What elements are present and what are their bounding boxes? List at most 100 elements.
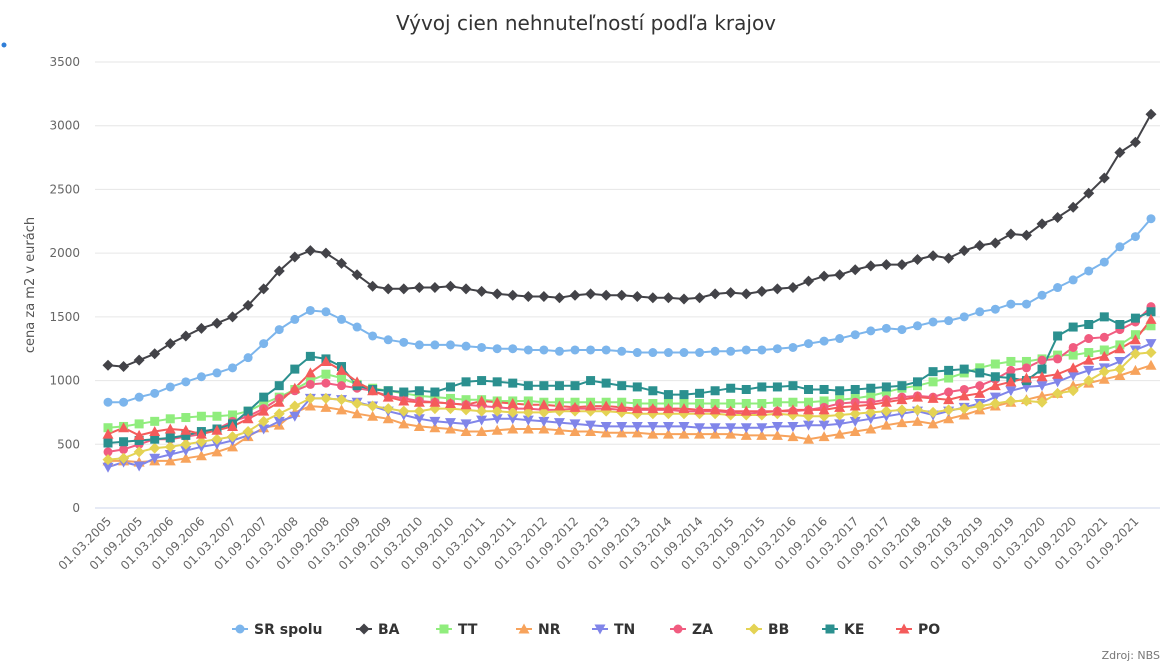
marker	[896, 404, 908, 416]
marker	[1098, 366, 1110, 378]
marker	[881, 387, 891, 397]
marker	[522, 406, 534, 418]
marker	[413, 405, 425, 417]
marker	[553, 400, 565, 411]
marker	[989, 398, 1001, 410]
marker	[1052, 387, 1064, 399]
y-tick-label: 1000	[49, 374, 80, 388]
marker	[804, 397, 814, 407]
marker	[538, 290, 550, 302]
marker	[1083, 375, 1095, 387]
marker	[1129, 136, 1141, 148]
y-tick-label: 3500	[49, 55, 80, 69]
marker	[866, 391, 876, 401]
marker	[553, 292, 565, 304]
marker	[911, 391, 923, 402]
marker	[958, 390, 970, 401]
marker	[771, 283, 783, 295]
marker	[211, 433, 223, 445]
marker	[491, 414, 503, 425]
marker	[508, 378, 518, 388]
marker	[958, 245, 970, 257]
marker	[740, 423, 752, 434]
marker	[787, 282, 799, 294]
marker	[476, 405, 488, 417]
marker	[912, 321, 922, 331]
y-tick-label: 1500	[49, 310, 80, 324]
marker	[1114, 369, 1126, 380]
marker	[989, 392, 1001, 403]
marker	[1037, 364, 1047, 374]
marker	[118, 452, 130, 464]
marker	[616, 427, 628, 438]
marker	[710, 346, 720, 356]
marker	[866, 383, 876, 393]
marker	[196, 372, 206, 382]
marker	[119, 444, 129, 454]
marker	[367, 410, 379, 421]
marker	[274, 381, 284, 391]
marker	[616, 401, 628, 412]
marker	[1084, 334, 1094, 344]
marker	[1006, 365, 1016, 375]
marker	[150, 434, 160, 444]
marker	[911, 404, 923, 416]
marker	[989, 237, 1001, 249]
marker	[150, 388, 160, 398]
marker	[413, 396, 425, 407]
marker	[492, 344, 502, 354]
marker	[803, 404, 815, 415]
marker	[1115, 242, 1125, 252]
marker	[1115, 320, 1125, 330]
marker	[461, 377, 471, 387]
marker	[133, 354, 145, 366]
marker	[195, 436, 207, 448]
marker	[679, 390, 689, 400]
marker	[631, 427, 643, 438]
marker	[740, 429, 752, 440]
marker	[305, 305, 315, 315]
marker	[881, 382, 891, 392]
marker	[959, 312, 969, 322]
marker	[865, 399, 877, 410]
marker	[600, 421, 612, 432]
marker	[865, 414, 877, 425]
marker	[944, 316, 954, 326]
marker	[818, 270, 830, 282]
grid: 050010001500200025003000350001.03.200501…	[49, 55, 1160, 573]
marker	[1067, 362, 1079, 373]
marker	[819, 336, 829, 346]
marker	[631, 403, 643, 414]
marker	[1145, 313, 1157, 324]
legend: SR spolu BA TT NR TN ZA BB KE PO	[232, 622, 940, 638]
marker	[1020, 395, 1032, 407]
marker	[662, 428, 674, 439]
marker	[103, 397, 113, 407]
marker	[351, 376, 363, 387]
marker	[413, 414, 425, 425]
marker	[819, 396, 829, 406]
marker	[102, 454, 114, 466]
marker	[896, 394, 908, 405]
marker	[631, 421, 643, 432]
marker	[835, 386, 845, 396]
marker	[594, 624, 606, 635]
marker	[600, 289, 612, 301]
marker	[103, 438, 113, 448]
marker	[1052, 211, 1064, 223]
marker	[195, 450, 207, 461]
marker	[912, 377, 922, 387]
marker	[726, 399, 736, 409]
marker	[259, 399, 269, 409]
marker	[258, 283, 270, 295]
marker	[477, 342, 487, 352]
marker	[726, 383, 736, 393]
marker	[553, 418, 565, 429]
marker	[399, 387, 409, 397]
marker	[818, 404, 830, 415]
marker	[289, 411, 301, 422]
marker	[383, 386, 393, 396]
marker	[1098, 373, 1110, 384]
marker	[569, 419, 581, 430]
marker	[694, 423, 706, 434]
